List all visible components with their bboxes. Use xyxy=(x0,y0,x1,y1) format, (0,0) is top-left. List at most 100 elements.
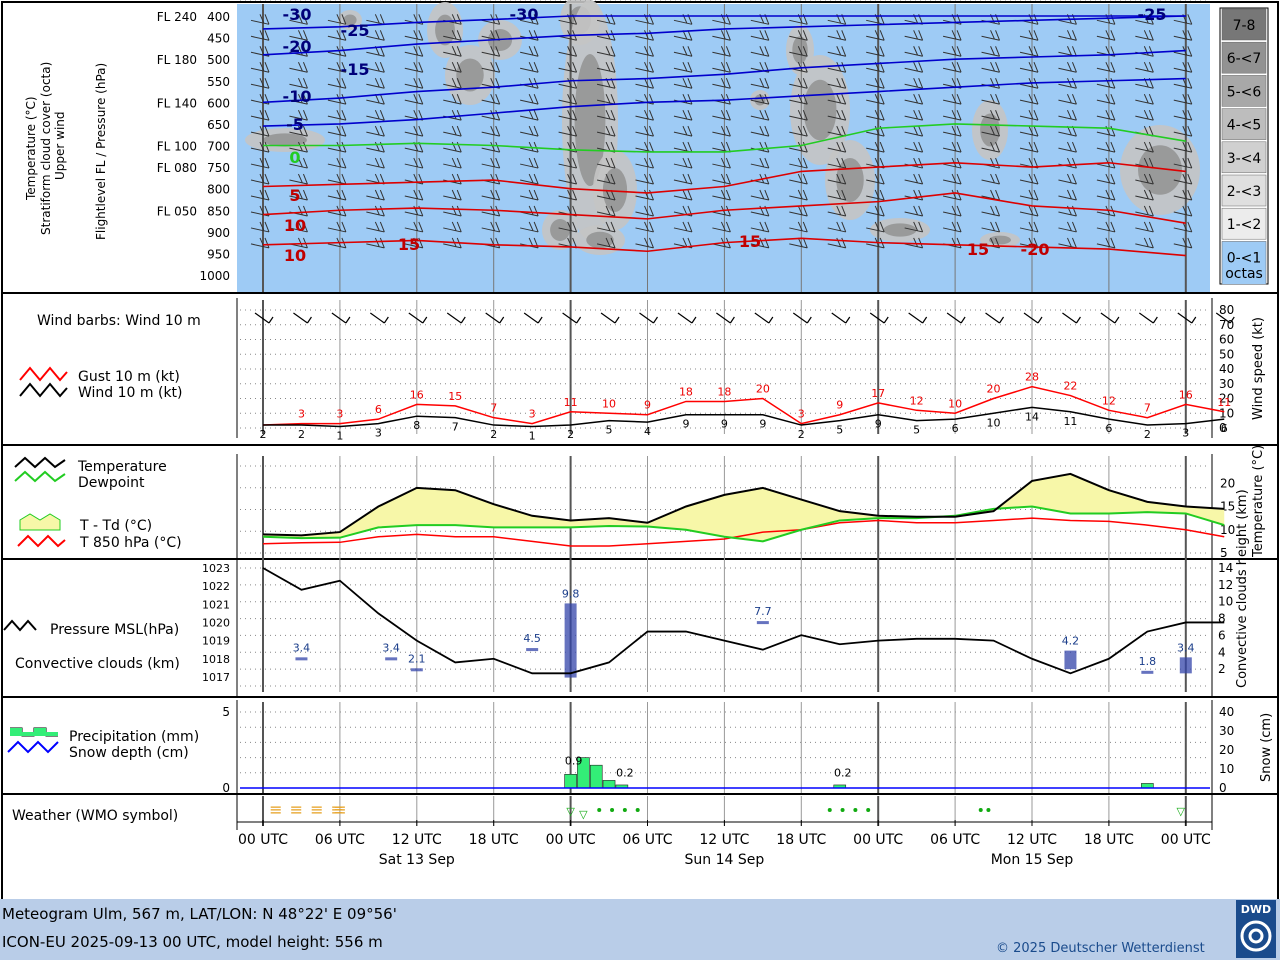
shower-symbol: ▽ xyxy=(566,805,575,818)
legend-label: 7-8 xyxy=(1233,18,1256,34)
wind-barb xyxy=(1096,141,1116,153)
wind-barb xyxy=(404,78,424,89)
wind-value: 2 xyxy=(260,428,267,441)
wind-barb xyxy=(942,189,962,201)
wind-tick-80: 80 xyxy=(1219,303,1234,317)
wind-barb xyxy=(481,189,501,201)
wind-barb xyxy=(904,141,924,153)
wind-barb xyxy=(789,157,808,169)
surface-wind-barb xyxy=(792,312,812,324)
surface-wind-barb xyxy=(1139,312,1158,324)
wind-barb xyxy=(366,14,385,25)
wind-barb xyxy=(327,173,347,185)
surface-wind-barb xyxy=(408,312,428,324)
wind-barb xyxy=(712,78,731,89)
wind-value: 7 xyxy=(452,421,459,434)
wind-barb xyxy=(1019,62,1039,73)
wind-barb xyxy=(558,109,578,121)
wind-barb xyxy=(981,30,1001,41)
time-label: 06 UTC xyxy=(622,832,672,848)
isotherm-10 xyxy=(262,192,1186,224)
wind-barb xyxy=(904,78,924,89)
conv-cloud-label: 7.7 xyxy=(754,605,772,618)
wind-barb xyxy=(404,93,424,105)
pressure-legend-label: Pressure MSL(hPa) xyxy=(50,622,179,638)
wind-barb xyxy=(635,46,654,57)
cloud-core xyxy=(574,54,606,186)
wind-barb xyxy=(250,125,270,137)
wind-axis-title: Wind speed (kt) xyxy=(1251,317,1266,420)
wind-barb xyxy=(942,173,962,185)
conv-tick-8: 8 xyxy=(1218,612,1226,626)
wind-barb xyxy=(366,221,385,233)
wind-barb xyxy=(1096,109,1116,121)
time-label: 00 UTC xyxy=(238,832,288,848)
wind-barb xyxy=(327,109,347,121)
pressure-tick-550: 550 xyxy=(207,75,230,89)
conv-tick-14: 14 xyxy=(1218,561,1233,575)
wind-barb xyxy=(1135,237,1154,249)
wind-barb xyxy=(366,189,385,201)
wind-barb xyxy=(673,157,693,169)
rain-dot xyxy=(827,808,832,812)
wind-barb xyxy=(1135,189,1154,201)
isotherm-0 xyxy=(263,123,1186,153)
wind-barb xyxy=(866,46,885,57)
wind-panel: Wind barbs: Wind 10 m Gust 10 m (kt) Win… xyxy=(1,292,1279,446)
wind-value: 5 xyxy=(913,424,920,437)
wind-barb xyxy=(1058,93,1077,105)
precip-label: 0.2 xyxy=(616,766,634,779)
conv-cloud-label: 3.4 xyxy=(1177,641,1195,654)
wind-barb xyxy=(1173,157,1193,169)
wind-barb xyxy=(866,173,885,185)
dewpoint-line xyxy=(262,505,1225,543)
conv-cloud-bar xyxy=(1179,657,1192,674)
gust-value: 22 xyxy=(1063,380,1077,393)
pressure-tick-1018: 1018 xyxy=(202,653,230,666)
wind-barb xyxy=(635,173,654,185)
wind-barb xyxy=(596,237,616,249)
gust-value: 16 xyxy=(410,388,424,401)
cloud-core xyxy=(263,133,307,147)
wind-barb xyxy=(1096,62,1116,73)
wind-barb xyxy=(289,62,308,73)
pressure-axis: 400 450 500 550 600 650 700 750 800 850 900 950 1000… xyxy=(157,10,230,283)
wind-value: 14 xyxy=(1025,410,1039,423)
surface-wind-barb xyxy=(985,312,1005,324)
wind-barb xyxy=(789,141,808,153)
wind-barb xyxy=(827,205,847,217)
surface-wind-barb xyxy=(1177,312,1197,324)
gust-legend-icon xyxy=(19,366,68,382)
wind-barb xyxy=(827,109,847,121)
wind-barb xyxy=(1058,189,1077,201)
precip-tick-0: 0 xyxy=(222,781,230,795)
wind-barb xyxy=(327,189,347,201)
wind-barb xyxy=(481,62,501,73)
legend-swatch xyxy=(1221,108,1267,140)
wind-barb xyxy=(1173,62,1193,73)
wind-barb xyxy=(789,46,808,57)
wind-barb xyxy=(1173,93,1193,105)
conv-cloud-label: 4.2 xyxy=(1062,635,1080,648)
legend-label: 1-<2 xyxy=(1227,217,1262,233)
time-label: 12 UTC xyxy=(699,832,749,848)
cloud-core xyxy=(883,223,917,237)
wind-barb xyxy=(404,125,424,137)
wind-tick-30: 30 xyxy=(1219,377,1234,391)
wind-tick-10: 10 xyxy=(1219,406,1234,420)
wind-barb xyxy=(366,205,385,217)
wind-barb xyxy=(289,14,308,25)
time-label: 12 UTC xyxy=(1007,832,1057,848)
wind-barb xyxy=(635,62,654,73)
gust-value: 20 xyxy=(987,383,1001,396)
wind-barb xyxy=(1058,109,1077,121)
wind-barb xyxy=(981,93,1001,105)
wind-barb xyxy=(712,62,731,73)
wind-barb xyxy=(635,237,654,249)
wind-barb xyxy=(866,109,885,121)
footer: Meteogram Ulm, 567 m, LAT/LON: N 48°22' … xyxy=(0,899,1280,960)
surface-wind-barb xyxy=(946,312,966,324)
wind-barb xyxy=(866,205,885,217)
